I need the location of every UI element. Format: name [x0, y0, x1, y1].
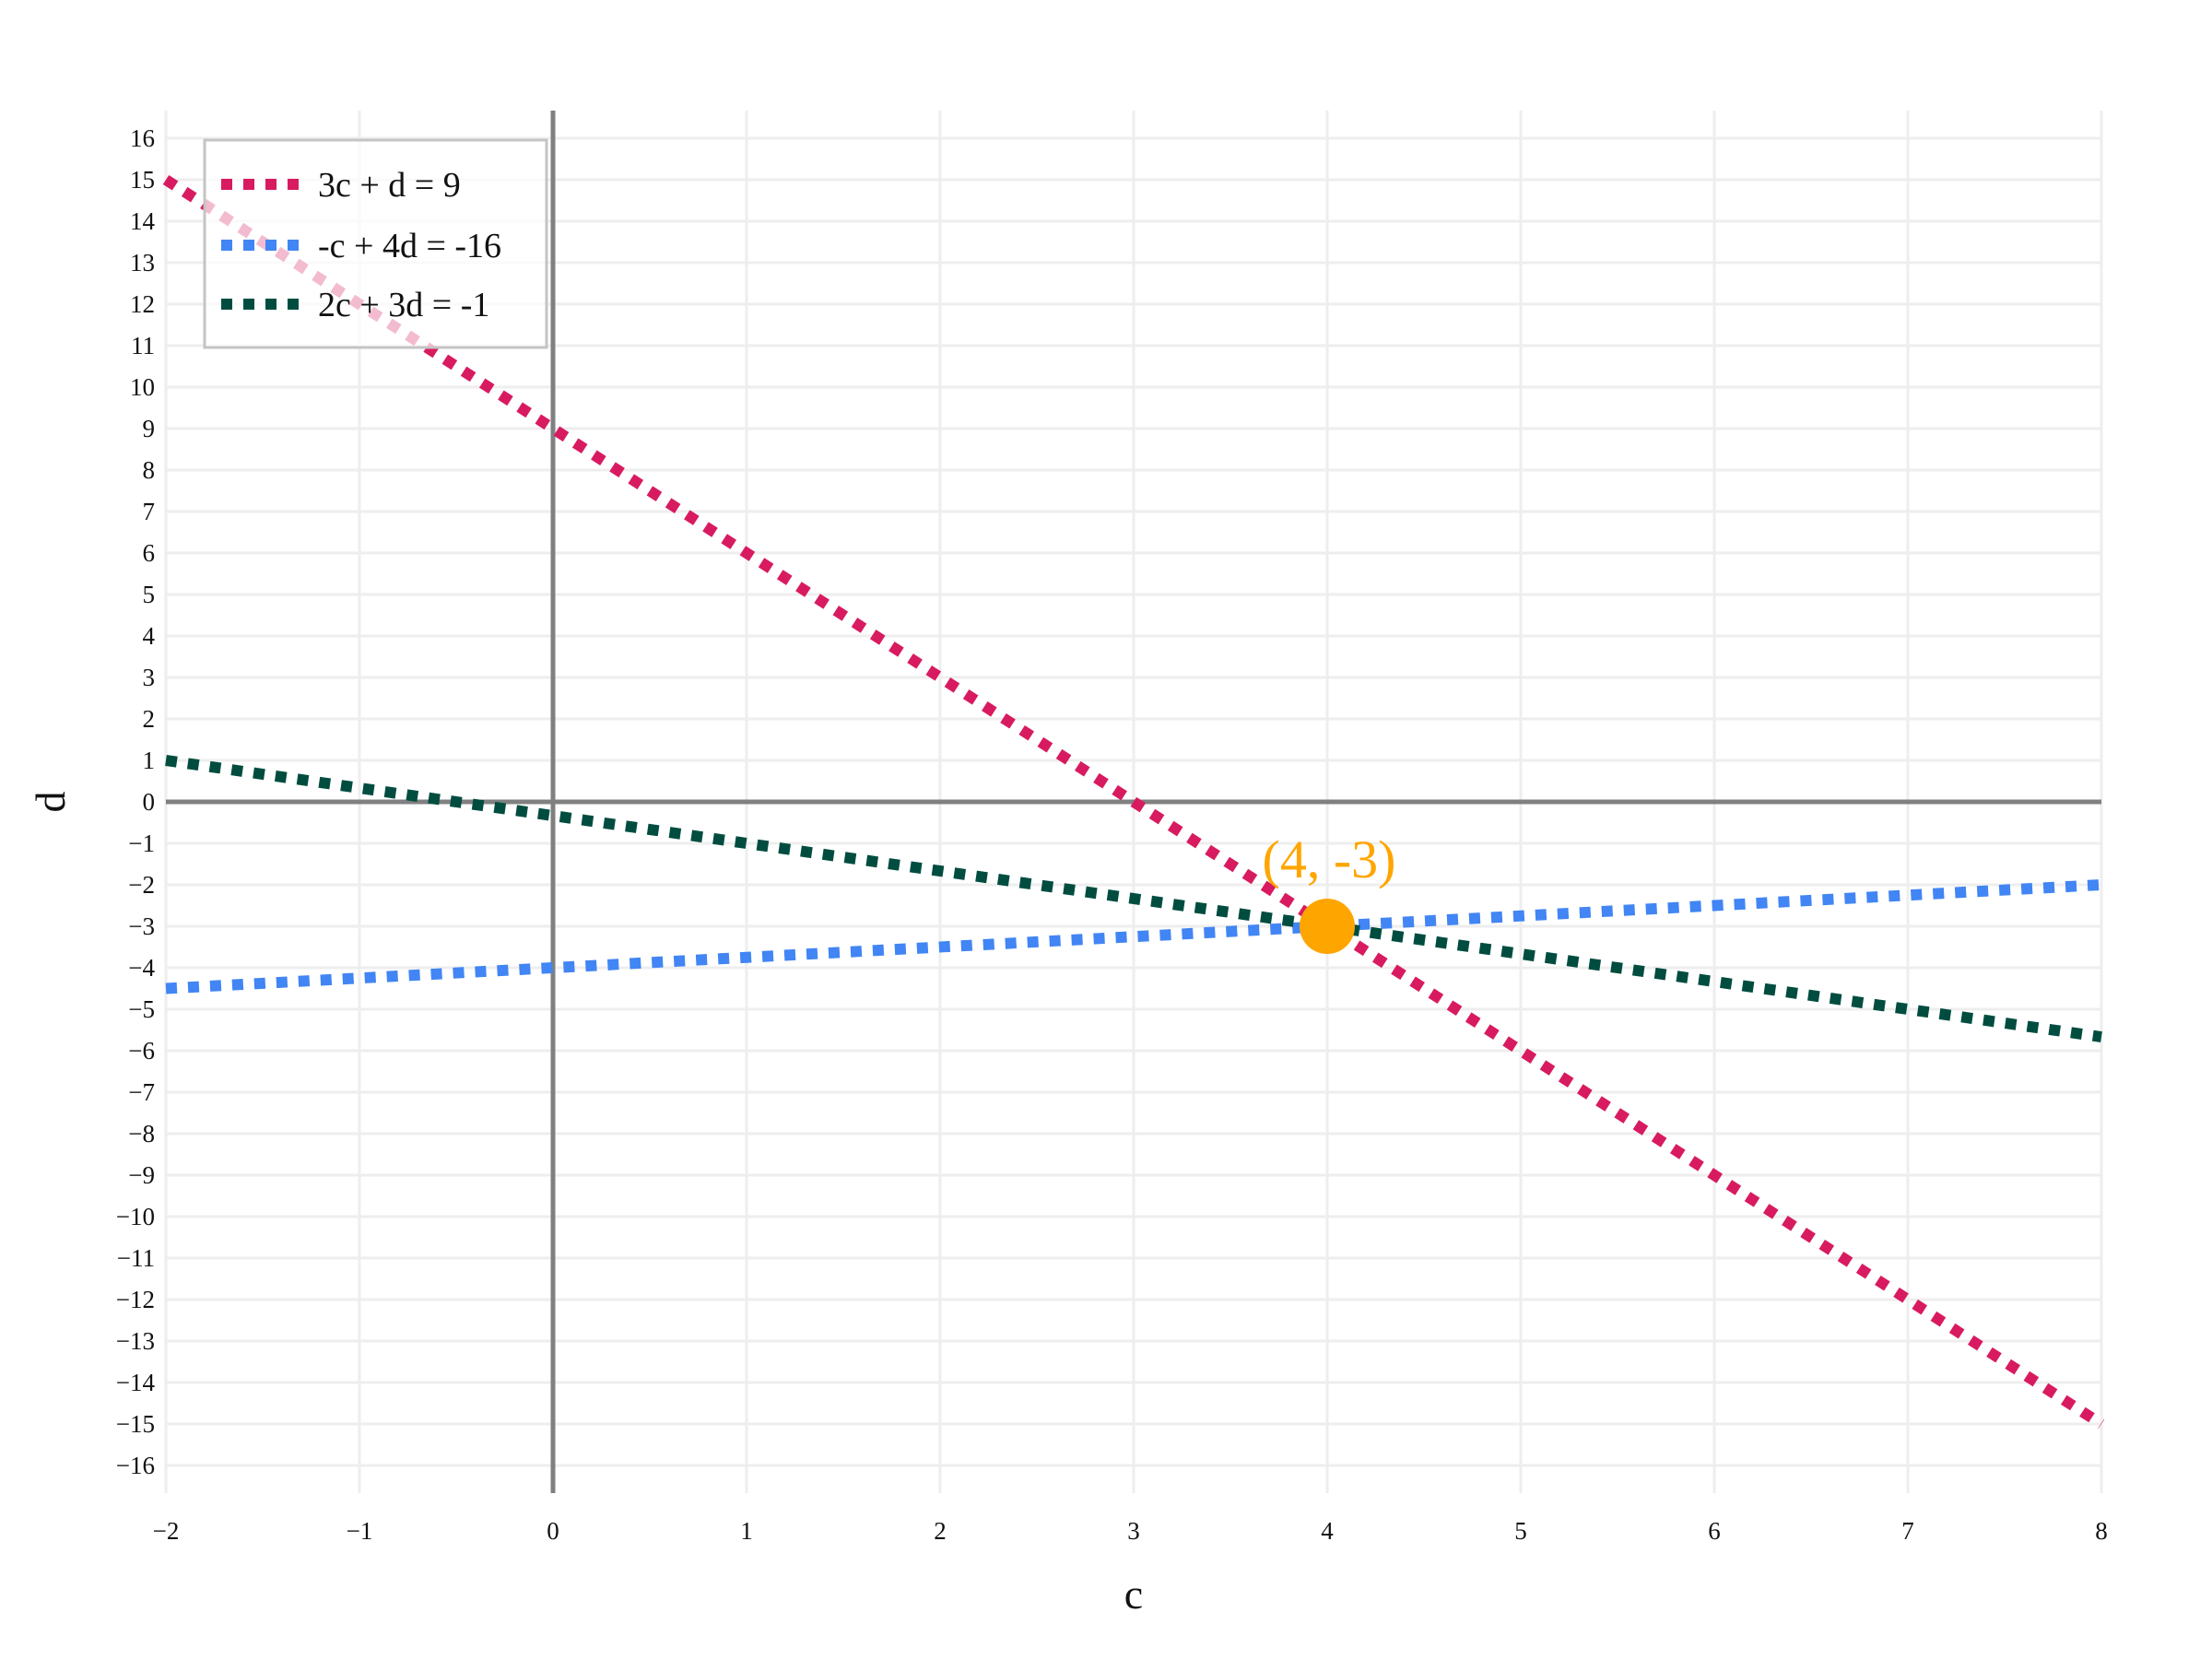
y-tick-label: 16	[130, 124, 155, 152]
x-tick-label: 4	[1321, 1517, 1334, 1545]
y-tick-label: 7	[143, 498, 156, 525]
legend-box	[203, 138, 548, 349]
x-tick-label: 1	[740, 1517, 753, 1545]
y-tick-label: 2	[143, 705, 156, 733]
y-tick-label: 4	[143, 622, 156, 650]
series-line-3[interactable]	[165, 755, 2102, 1042]
x-tick-label: 3	[1127, 1517, 1140, 1545]
solution-point[interactable]: (4, -3)	[1263, 830, 1396, 954]
y-tick-label: 11	[131, 332, 155, 359]
y-tick-label: −4	[128, 954, 155, 982]
x-axis-title: c	[1124, 1571, 1143, 1618]
y-tick-label: 10	[130, 373, 155, 401]
y-tick-label: −16	[116, 1452, 155, 1479]
series-line-1[interactable]	[162, 174, 2105, 1430]
y-axis-title: d	[27, 792, 74, 813]
y-tick-label: −8	[128, 1120, 155, 1147]
y-tick-label: −15	[116, 1410, 155, 1438]
x-axis-ticks: −2 −1 0 1 2 3 4 5 6 7 8	[153, 1517, 2108, 1545]
plot-series	[162, 174, 2105, 1430]
y-tick-label: 6	[143, 539, 156, 567]
y-tick-label: −6	[128, 1037, 155, 1065]
y-tick-label: −7	[128, 1078, 155, 1106]
y-tick-label: −14	[116, 1369, 156, 1396]
legend-label-3: 2c + 3d = -1	[318, 286, 489, 324]
x-tick-label: −1	[347, 1517, 373, 1545]
solution-label: (4, -3)	[1263, 830, 1396, 889]
y-tick-label: −10	[116, 1203, 155, 1230]
y-tick-label: −9	[128, 1161, 155, 1189]
y-tick-label: −1	[128, 830, 155, 857]
y-tick-label: 13	[130, 249, 155, 276]
y-tick-label: −3	[128, 912, 155, 940]
y-tick-label: 3	[143, 664, 156, 691]
y-tick-label: 9	[143, 415, 156, 442]
x-tick-label: 5	[1514, 1517, 1527, 1545]
x-tick-label: 7	[1901, 1517, 1914, 1545]
y-tick-label: −12	[116, 1286, 155, 1313]
legend[interactable]: 3c + d = 9 -c + 4d = -16 2c + 3d = -1	[203, 138, 548, 349]
y-tick-label: 0	[143, 788, 156, 816]
x-tick-label: −2	[153, 1517, 180, 1545]
legend-item-3[interactable]: 2c + 3d = -1	[221, 286, 489, 324]
x-tick-label: 6	[1708, 1517, 1721, 1545]
y-tick-label: 8	[143, 456, 156, 484]
solution-marker[interactable]	[1300, 899, 1355, 954]
series-line-2[interactable]	[165, 879, 2102, 994]
y-tick-label: 5	[143, 581, 156, 608]
legend-label-2: -c + 4d = -16	[318, 227, 501, 265]
y-tick-label: 15	[130, 166, 155, 194]
y-tick-label: 14	[130, 207, 156, 235]
y-tick-label: −2	[128, 871, 155, 899]
legend-item-1[interactable]: 3c + d = 9	[221, 166, 461, 205]
legend-label-1: 3c + d = 9	[318, 166, 461, 205]
y-tick-label: −11	[117, 1244, 155, 1272]
legend-item-2[interactable]: -c + 4d = -16	[221, 227, 501, 265]
x-tick-label: 2	[934, 1517, 947, 1545]
y-tick-label: −13	[116, 1327, 155, 1355]
x-tick-label: 0	[547, 1517, 559, 1545]
y-tick-label: 1	[143, 747, 156, 774]
y-tick-label: −5	[128, 995, 155, 1023]
y-tick-label: 12	[130, 290, 155, 318]
y-axis-ticks: 161514131211109876543210−1−2−3−4−5−6−7−8…	[116, 124, 156, 1479]
x-tick-label: 8	[2095, 1517, 2108, 1545]
